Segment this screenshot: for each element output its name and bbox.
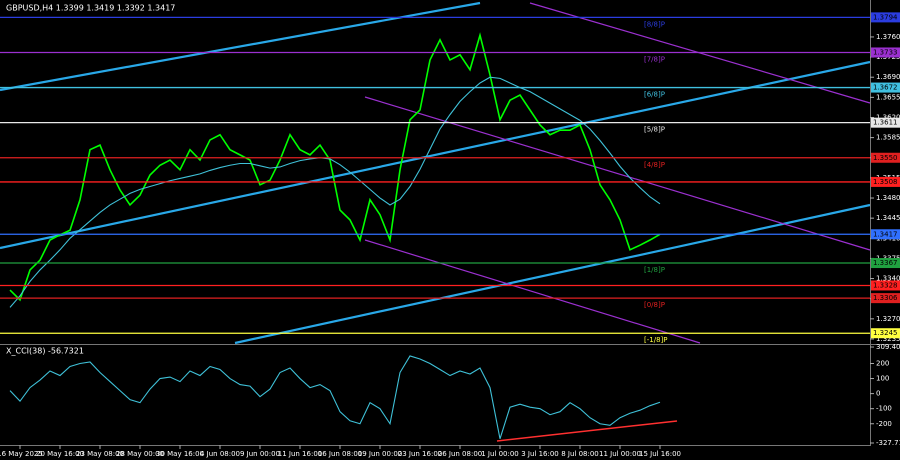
y-tick-label: 309.4065 (876, 343, 900, 351)
x-tick-label: 16 Jun 08:00 (318, 450, 362, 458)
y-tick-label: -200 (876, 420, 892, 428)
level-label-box (871, 117, 900, 128)
series-line (9, 355, 661, 439)
level-label-box (871, 176, 900, 187)
level-label-box (871, 229, 900, 240)
y-tick-label: 1.3235 (876, 335, 900, 343)
y-tick-label: 0 (876, 390, 880, 398)
x-tick-label: 15 Jul 16:00 (639, 450, 681, 458)
y-tick-label: 1.3760 (876, 33, 900, 41)
channel-line (234, 203, 871, 345)
level-label-box (871, 152, 900, 163)
x-tick-label: 4 Jun 08:00 (200, 450, 240, 458)
level-label: 1.3245 (873, 329, 898, 337)
y-tick-label: 200 (876, 359, 889, 367)
level-label-box (871, 328, 900, 339)
level-label: 1.3550 (873, 154, 898, 162)
channel-line (364, 239, 701, 344)
x-tick-label: 11 Jul 00:00 (599, 450, 641, 458)
y-tick-label: 100 (876, 375, 889, 383)
level-label: 1.3672 (873, 84, 898, 92)
level-label: 1.3367 (873, 259, 898, 267)
x-tick-label: 26 Jun 08:00 (438, 450, 482, 458)
level-label: 1.3417 (873, 230, 898, 238)
level-tag: [5/8]P (644, 126, 665, 134)
x-tick-label: 11 Jun 16:00 (278, 450, 322, 458)
level-tag: [-1/8]P (644, 336, 667, 344)
y-tick-label: 1.3270 (876, 315, 900, 323)
series-line (9, 76, 661, 308)
y-tick-label: -100 (876, 405, 892, 413)
level-label-box (871, 12, 900, 23)
level-label: 1.3733 (873, 48, 898, 56)
y-tick-label: 1.3480 (876, 194, 900, 202)
series-line (9, 32, 661, 302)
channel-line (0, 60, 871, 250)
x-tick-label: 8 Jul 08:00 (561, 450, 599, 458)
y-tick-label: 1.3655 (876, 93, 900, 101)
y-tick-label: 1.3690 (876, 73, 900, 81)
y-tick-label: -327.7190 (876, 439, 900, 447)
x-tick-label: 16 May 2025 (0, 450, 43, 458)
level-label-box (871, 293, 900, 304)
x-tick-label: 19 Jun 00:00 (358, 450, 402, 458)
x-tick-label: 28 May 00:00 (116, 450, 164, 458)
indicator-title: X_CCI(38) -56.7321 (6, 347, 84, 356)
x-tick-label: 3 Jul 16:00 (521, 450, 559, 458)
y-tick-label: 1.3585 (876, 134, 900, 142)
x-tick-label: 1 Jul 00:00 (481, 450, 519, 458)
level-tag: [0/8]P (644, 301, 665, 309)
x-tick-label: 23 May 08:00 (76, 450, 124, 458)
x-tick-label: 20 May 16:00 (36, 450, 84, 458)
x-tick-label: 23 Jun 16:00 (398, 450, 442, 458)
level-tag: [7/8]P (644, 55, 665, 63)
level-label: 1.3306 (873, 294, 898, 302)
y-tick-label: 1.3445 (876, 214, 900, 222)
level-tag: [8/8]P (644, 20, 665, 28)
level-label: 1.3328 (873, 281, 898, 289)
y-tick-label: 1.3620 (876, 113, 900, 121)
level-tag: [6/8]P (644, 91, 665, 99)
level-label: 1.3794 (873, 13, 898, 21)
level-label: 1.3508 (873, 178, 898, 186)
chart-title: GBPUSD,H4 1.3399 1.3419 1.3392 1.3417 (6, 4, 175, 13)
cci-trend-line (496, 420, 678, 442)
level-tag: [4/8]P (644, 161, 665, 169)
x-tick-label: 30 May 16:00 (156, 450, 204, 458)
level-label-box (871, 82, 900, 93)
level-label-box (871, 280, 900, 291)
level-tag: [1/8]P (644, 266, 665, 274)
x-tick-label: 9 Jun 00:00 (240, 450, 280, 458)
y-tick-label: 1.3340 (876, 275, 900, 283)
level-label-box (871, 258, 900, 269)
level-label-box (871, 47, 900, 58)
level-label: 1.3611 (873, 119, 898, 127)
